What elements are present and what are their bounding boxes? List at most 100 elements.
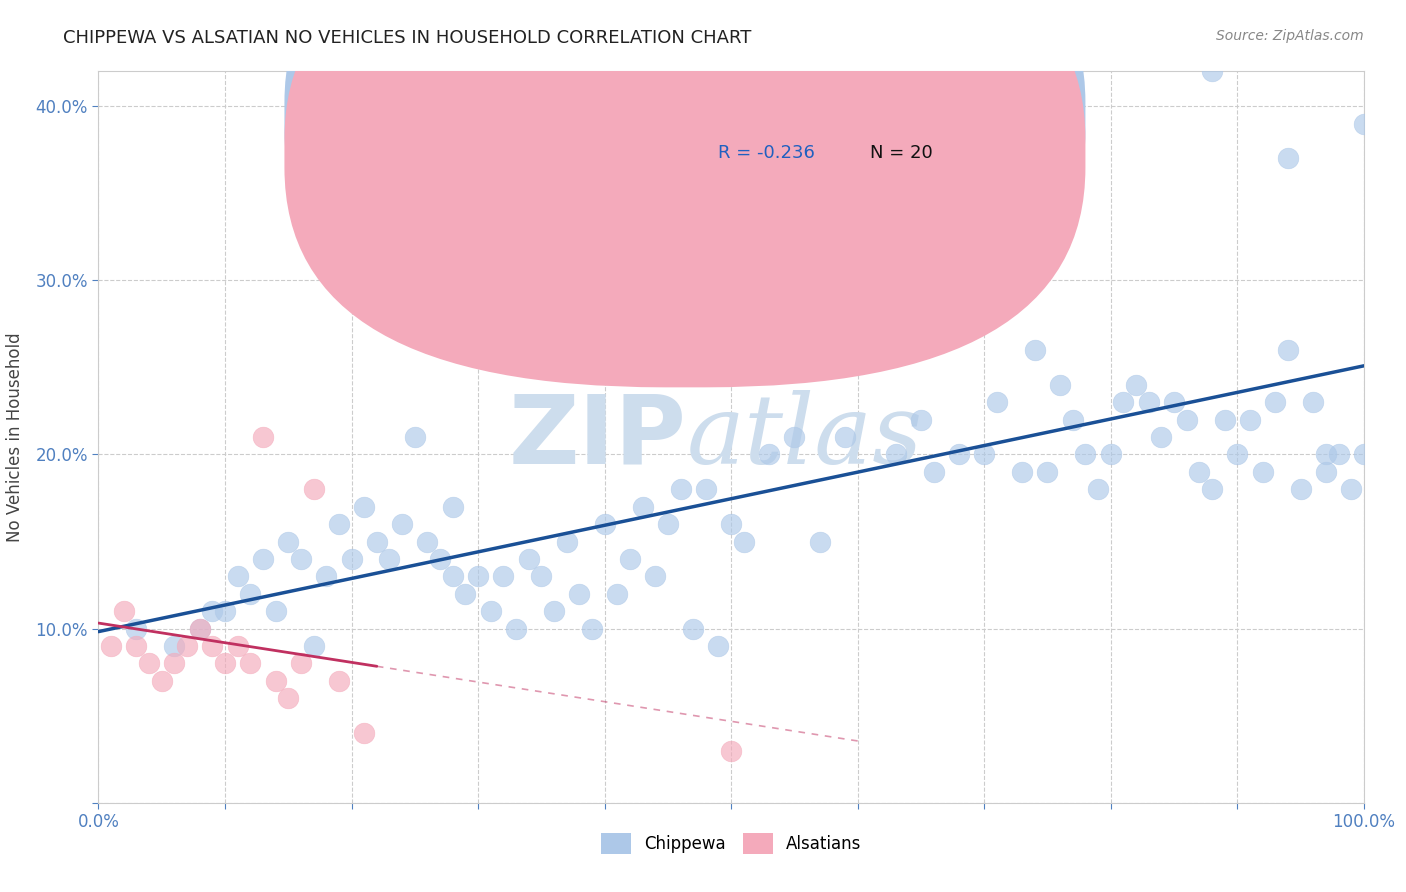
Point (277, 534, 299, 549)
Point (163, 657, 186, 671)
Point (492, 569, 515, 583)
Point (720, 743, 742, 757)
Point (454, 587, 477, 601)
Point (669, 483, 692, 497)
Point (733, 534, 755, 549)
Point (441, 500, 464, 514)
Point (163, 639, 186, 653)
Point (429, 552, 451, 566)
Point (1036, 465, 1059, 479)
Point (505, 622, 527, 636)
Point (176, 639, 198, 653)
Point (391, 517, 413, 532)
Legend: Chippewa, Alsatians: Chippewa, Alsatians (595, 827, 868, 860)
Point (366, 534, 388, 549)
Point (593, 517, 616, 532)
Y-axis label: No Vehicles in Household: No Vehicles in Household (7, 332, 24, 542)
Point (252, 430, 274, 444)
Point (1251, 465, 1274, 479)
Point (1239, 412, 1261, 426)
Text: R =  0.457: R = 0.457 (718, 108, 814, 126)
Point (986, 395, 1008, 409)
Point (302, 639, 325, 653)
Point (1340, 483, 1362, 497)
Point (1074, 448, 1097, 462)
Point (340, 552, 363, 566)
Point (1315, 448, 1337, 462)
Point (808, 534, 831, 549)
Point (1264, 395, 1286, 409)
Point (1112, 395, 1135, 409)
Text: N = 20: N = 20 (870, 145, 934, 162)
Point (1277, 343, 1299, 357)
Point (404, 430, 426, 444)
Text: N = 96: N = 96 (870, 108, 934, 126)
Point (1011, 465, 1033, 479)
Point (720, 517, 742, 532)
Point (1289, 483, 1312, 497)
Point (695, 483, 717, 497)
Point (872, 134, 894, 148)
Point (290, 657, 312, 671)
Text: Source: ZipAtlas.com: Source: ZipAtlas.com (1216, 29, 1364, 43)
FancyBboxPatch shape (284, 0, 1085, 387)
Point (125, 639, 148, 653)
Point (581, 622, 603, 636)
Point (973, 448, 995, 462)
Point (1150, 430, 1173, 444)
Point (1125, 377, 1147, 392)
FancyBboxPatch shape (284, 0, 1085, 351)
Point (100, 639, 122, 653)
Point (264, 673, 287, 688)
Point (707, 639, 730, 653)
Point (998, 203, 1021, 218)
Point (1163, 395, 1185, 409)
Text: CHIPPEWA VS ALSATIAN NO VEHICLES IN HOUSEHOLD CORRELATION CHART: CHIPPEWA VS ALSATIAN NO VEHICLES IN HOUS… (63, 29, 752, 46)
Point (290, 552, 312, 566)
Point (1201, 483, 1223, 497)
Point (226, 639, 249, 653)
Point (125, 622, 148, 636)
Point (1188, 465, 1211, 479)
Point (353, 726, 375, 740)
Point (328, 673, 350, 688)
Point (1315, 465, 1337, 479)
Text: atlas: atlas (686, 390, 922, 484)
Point (188, 622, 211, 636)
Point (1049, 377, 1071, 392)
Point (644, 569, 666, 583)
Point (1302, 395, 1324, 409)
Point (302, 483, 325, 497)
Point (1137, 395, 1160, 409)
Point (619, 552, 641, 566)
Point (201, 639, 224, 653)
Point (201, 604, 224, 618)
Point (682, 622, 704, 636)
Point (922, 465, 945, 479)
Point (631, 500, 654, 514)
Point (783, 430, 806, 444)
Point (239, 657, 262, 671)
FancyBboxPatch shape (643, 82, 984, 185)
Point (467, 569, 489, 583)
Point (378, 552, 401, 566)
Point (112, 604, 135, 618)
Point (1062, 412, 1084, 426)
Point (1099, 448, 1122, 462)
Text: R = -0.236: R = -0.236 (718, 145, 815, 162)
Point (543, 604, 565, 618)
Point (214, 604, 236, 618)
Point (188, 622, 211, 636)
Point (150, 673, 173, 688)
Point (568, 587, 591, 601)
Point (1201, 64, 1223, 78)
Point (479, 604, 502, 618)
Point (948, 448, 970, 462)
Point (884, 448, 907, 462)
Point (1277, 152, 1299, 166)
Point (834, 430, 856, 444)
Point (328, 517, 350, 532)
Point (1353, 117, 1375, 131)
Point (910, 412, 932, 426)
Point (441, 569, 464, 583)
